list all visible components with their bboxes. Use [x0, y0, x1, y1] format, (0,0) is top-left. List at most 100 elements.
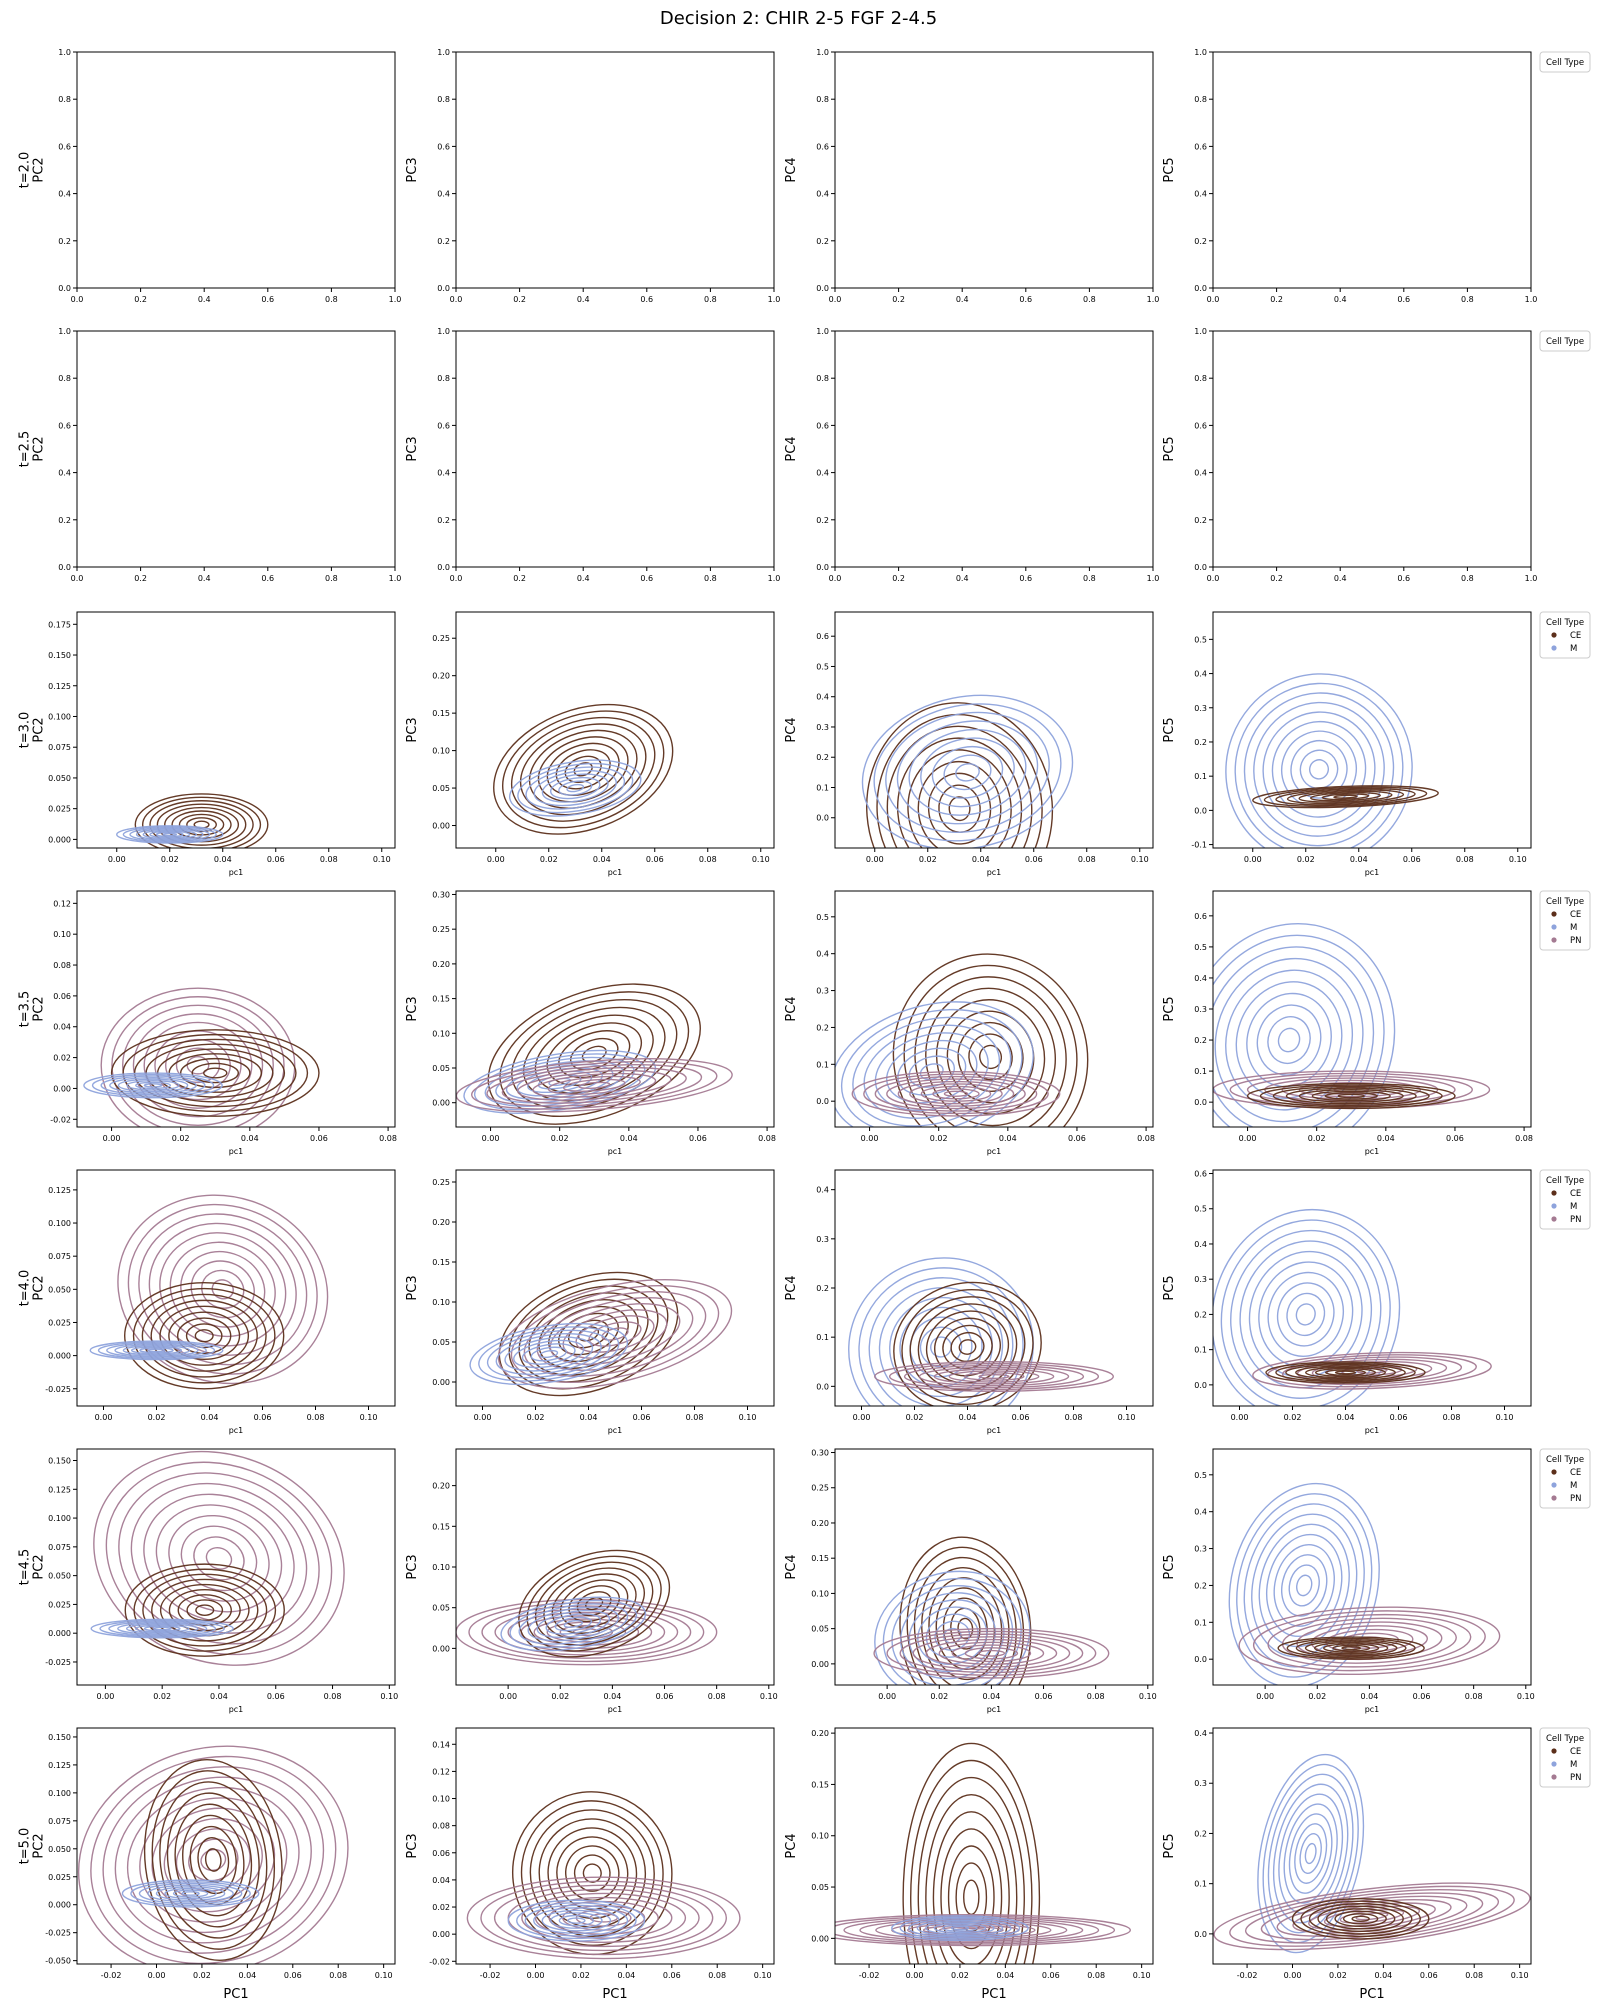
y-tick-label: 0.000 [48, 835, 71, 844]
contour-M [527, 1606, 620, 1642]
contour-M [1288, 1564, 1320, 1607]
contour-layer [466, 1791, 741, 1960]
y-tick-label: 0.15 [432, 995, 450, 1004]
y-axis-label: PC3 [405, 1833, 420, 1858]
contour-CE [1286, 1637, 1416, 1659]
contour-M [530, 1346, 567, 1362]
y-tick-label: 0.4 [1194, 670, 1207, 679]
x-tick-label: 0.10 [1511, 1971, 1529, 1980]
contour-M [1267, 1016, 1311, 1065]
x-tick-label: 0.04 [1337, 1413, 1355, 1422]
contour-M [109, 1076, 197, 1094]
legend-marker-M [1551, 645, 1557, 651]
legend-box [1539, 51, 1591, 73]
x-tick-label: 0.4 [1334, 574, 1347, 583]
contour-M [83, 1072, 223, 1099]
x-tick-label: 0.06 [1012, 1413, 1030, 1422]
contour-M [181, 1891, 200, 1896]
contour-M [1214, 957, 1364, 1123]
y-tick-label: 0.5 [1194, 1205, 1207, 1214]
contour-PN [1213, 1882, 1531, 1951]
contour-CE [151, 1770, 276, 1950]
figure-title: Decision 2: CHIR 2-5 FGF 2-4.5 [659, 8, 938, 29]
y-axis-label: PC3 [405, 1554, 420, 1579]
contour-M [1243, 692, 1395, 847]
x-tick-label: 0.08 [708, 1971, 726, 1980]
contour-M [89, 1340, 224, 1361]
contour-PN [122, 1004, 274, 1126]
x-tick-label: 0.10 [1517, 1692, 1535, 1701]
x-tick-label: 0.0 [450, 574, 463, 583]
x-tick-label: 0.2 [892, 295, 905, 304]
y-axis-label: t=5.0PC2 [17, 1828, 46, 1865]
contour-M [554, 1616, 593, 1632]
contour-CE [938, 784, 981, 833]
axes-frame [1212, 330, 1532, 568]
contour-PN [175, 1828, 251, 1892]
contour-M [130, 1346, 183, 1355]
contour-CE [913, 1556, 1017, 1685]
x-axis-label: pc1 [987, 1147, 1002, 1156]
y-tick-label: 0.2 [1194, 738, 1207, 747]
legend-marker-PN [1551, 1495, 1557, 1501]
contour-CE [195, 1604, 215, 1616]
contour-CE [501, 710, 665, 829]
x-tick-label: 0.06 [1068, 1134, 1086, 1143]
y-axis-label: PC5 [1162, 1275, 1177, 1300]
x-tick-label: 0.06 [1390, 1413, 1408, 1422]
x-tick-label: 0.04 [603, 1692, 621, 1701]
x-tick-label: 0.0 [1207, 574, 1220, 583]
y-tick-label: 0.5 [816, 662, 829, 671]
legend-box [1539, 1169, 1591, 1230]
y-tick-label: 0.8 [437, 374, 450, 383]
contour-M [122, 1344, 191, 1356]
contour-CE [519, 723, 647, 816]
x-tick-label: 0.06 [284, 1971, 302, 1980]
contour-PN [480, 1880, 728, 1956]
legend-marker-PN [1551, 1216, 1557, 1222]
contour-M [1243, 1503, 1365, 1668]
y-tick-label: 0.15 [432, 1258, 450, 1267]
x-tick-label: 0.4 [577, 295, 590, 304]
contour-M [950, 1925, 970, 1931]
axes-frame [834, 1448, 1154, 1686]
y-axis-label: PC5 [1162, 1833, 1177, 1858]
y-tick-label: 0.6 [1194, 421, 1207, 430]
x-axis-label: PC1 [223, 1987, 248, 2002]
x-axis-label: pc1 [608, 1147, 623, 1156]
contour-M [129, 827, 211, 842]
contour-M [97, 1341, 216, 1360]
contour-PN [180, 1525, 258, 1592]
legend-marker-CE [1551, 632, 1557, 638]
x-tick-label: 0.08 [1456, 855, 1474, 864]
legend-label-PN: PN [1570, 1215, 1581, 1225]
contour-M [874, 1570, 1031, 1685]
x-tick-label: 0.02 [930, 1134, 948, 1143]
y-tick-label: 0.6 [58, 421, 71, 430]
y-tick-label: 0.15 [811, 1780, 829, 1789]
contour-M [536, 1609, 611, 1639]
y-tick-label: 0.0 [816, 814, 829, 823]
x-tick-label: 0.4 [198, 295, 211, 304]
x-tick-label: 0.04 [210, 1692, 228, 1701]
contour-CE [948, 796, 971, 822]
contour-CE [166, 1792, 260, 1928]
x-axis-label: pc1 [1365, 1705, 1380, 1714]
contour-PN [874, 1075, 1038, 1112]
y-tick-label: 0.100 [48, 712, 71, 721]
axes-frame [834, 1727, 1154, 1965]
x-tick-label: 0.04 [214, 855, 232, 864]
legend-label-CE: CE [1570, 910, 1581, 920]
contour-M [567, 1917, 586, 1924]
contour-CE [122, 1033, 309, 1113]
legend-box [1539, 1727, 1591, 1788]
y-tick-label: 0.100 [48, 1219, 71, 1228]
y-tick-label: 0.0 [1194, 1655, 1207, 1664]
contour-PN [510, 1284, 720, 1384]
contour-layer [861, 694, 1074, 848]
x-tick-label: 0.08 [758, 1134, 776, 1143]
y-tick-label: 1.0 [816, 48, 829, 57]
contour-M [147, 1348, 166, 1353]
contour-CE [559, 1579, 629, 1628]
contour-CE [886, 725, 1033, 848]
